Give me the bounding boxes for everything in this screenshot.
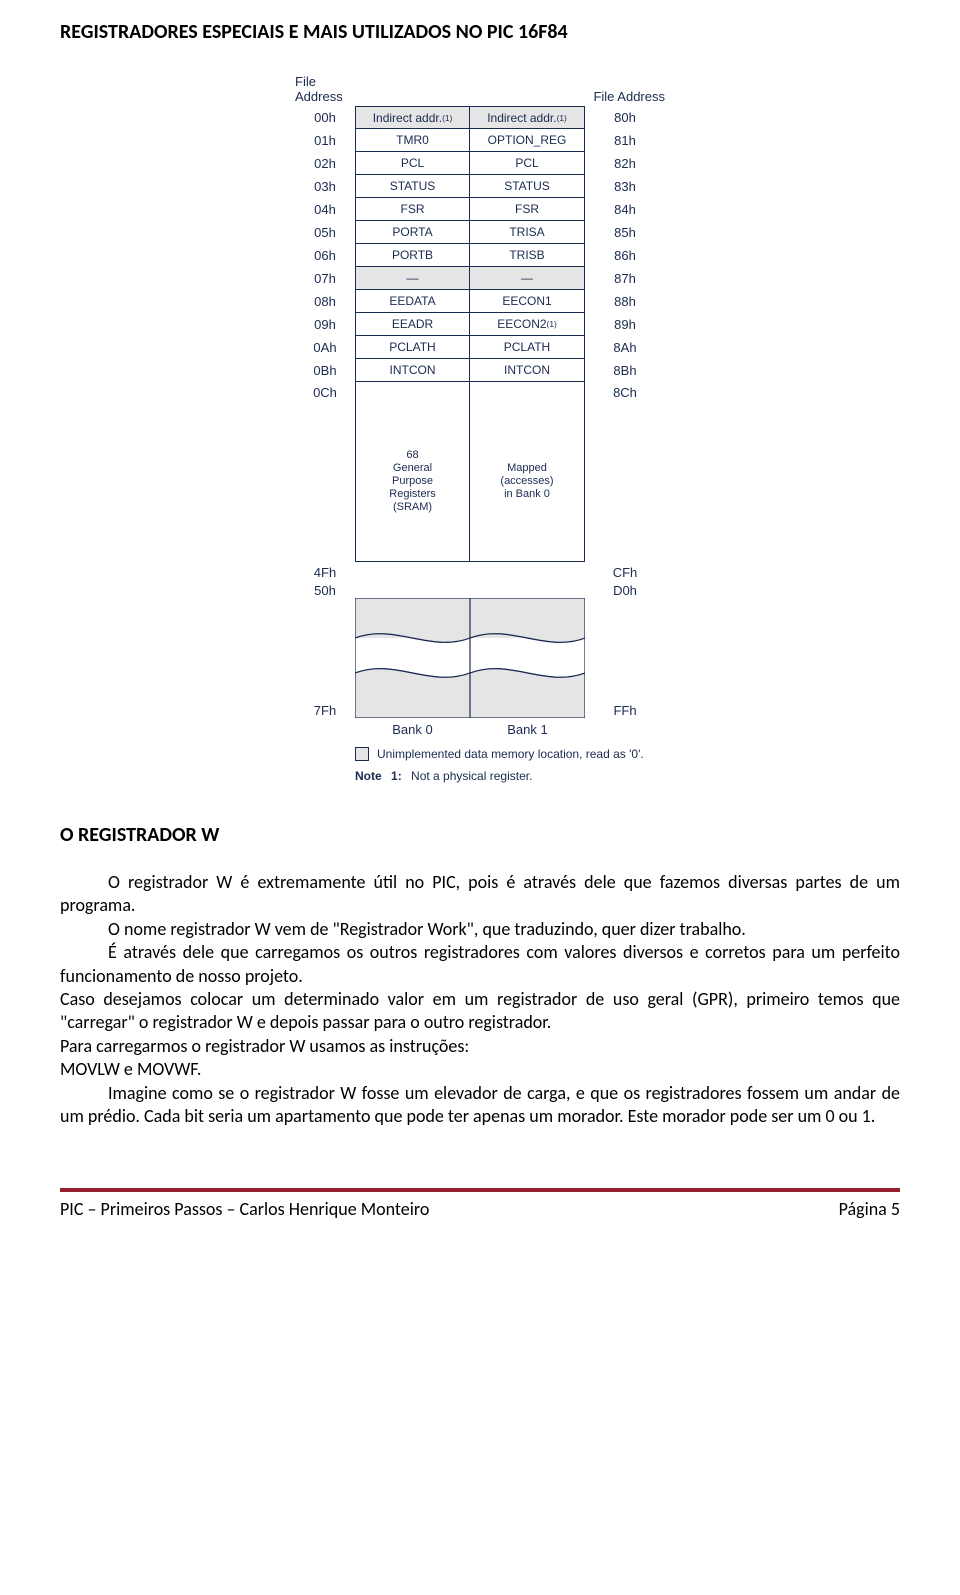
addr-left: 0Ah xyxy=(295,336,355,359)
addr-left: 03h xyxy=(295,175,355,198)
file-address-label-left: File Address xyxy=(295,74,355,104)
addr-right: 81h xyxy=(585,129,665,152)
addr-left-7Fh: 7Fh xyxy=(295,598,355,718)
bank0-cell: PORTA xyxy=(355,221,470,244)
bank1-cell: TRISA xyxy=(470,221,585,244)
bank0-cell: PCLATH xyxy=(355,336,470,359)
bank1-cell: TRISB xyxy=(470,244,585,267)
addr-left: 05h xyxy=(295,221,355,244)
addr-right: 83h xyxy=(585,175,665,198)
addr-right-FFh: FFh xyxy=(585,598,665,718)
bank1-cell: OPTION_REG xyxy=(470,129,585,152)
addr-right: 82h xyxy=(585,152,665,175)
addr-left: 01h xyxy=(295,129,355,152)
page-title: REGISTRADORES ESPECIAIS E MAIS UTILIZADO… xyxy=(60,20,900,44)
addr-right-D0h: D0h xyxy=(585,583,665,598)
paragraph: O nome registrador W vem de "Registrador… xyxy=(60,918,900,941)
paragraph: Para carregarmos o registrador W usamos … xyxy=(60,1035,900,1058)
addr-right: 86h xyxy=(585,244,665,267)
paragraph: Imagine como se o registrador W fosse um… xyxy=(60,1082,900,1129)
legend-text: Unimplemented data memory location, read… xyxy=(377,747,644,761)
paragraph: Caso desejamos colocar um determinado va… xyxy=(60,988,900,1035)
addr-right-8Ch: 8Ch xyxy=(585,382,665,402)
bank1-cell: PCLATH xyxy=(470,336,585,359)
bank0-cell: EEADR xyxy=(355,313,470,336)
addr-left: 02h xyxy=(295,152,355,175)
addr-left: 07h xyxy=(295,267,355,290)
file-address-label-right: File Address xyxy=(585,89,665,104)
addr-left: 09h xyxy=(295,313,355,336)
addr-left: 0Bh xyxy=(295,359,355,382)
addr-left-4Fh: 4Fh xyxy=(295,565,355,580)
addr-right: 80h xyxy=(585,106,665,129)
addr-right: 87h xyxy=(585,267,665,290)
bank1-cell: PCL xyxy=(470,152,585,175)
legend-swatch xyxy=(355,747,369,761)
bank0-cell: PCL xyxy=(355,152,470,175)
addr-left-50h: 50h xyxy=(295,583,355,598)
bank1-cell: EECON1 xyxy=(470,290,585,313)
bank0-cell: EEDATA xyxy=(355,290,470,313)
addr-right: 89h xyxy=(585,313,665,336)
bank1-cell: INTCON xyxy=(470,359,585,382)
bank1-label: Bank 1 xyxy=(470,722,585,737)
bank0-cell: STATUS xyxy=(355,175,470,198)
addr-left-0Ch: 0Ch xyxy=(295,382,355,402)
bank0-cell: INTCON xyxy=(355,359,470,382)
paragraph: MOVLW e MOVWF. xyxy=(60,1058,900,1081)
footer-left: PIC – Primeiros Passos – Carlos Henrique… xyxy=(60,1198,429,1220)
bank1-cell: STATUS xyxy=(470,175,585,198)
addr-right: 8Ah xyxy=(585,336,665,359)
addr-left: 08h xyxy=(295,290,355,313)
bank1-cell: Indirect addr.(1) xyxy=(470,106,585,129)
section-heading-w: O REGISTRADOR W xyxy=(60,823,900,847)
bank0-label: Bank 0 xyxy=(355,722,470,737)
bank1-cell: EECON2(1) xyxy=(470,313,585,336)
addr-right: 84h xyxy=(585,198,665,221)
addr-right-CFh: CFh xyxy=(585,565,665,580)
bank0-cell: PORTB xyxy=(355,244,470,267)
bank1-cell: FSR xyxy=(470,198,585,221)
bank0-cell: FSR xyxy=(355,198,470,221)
paragraph: O registrador W é extremamente útil no P… xyxy=(60,871,900,918)
memory-map-diagram: File Address File Address 00hIndirect ad… xyxy=(60,74,900,783)
footer-right: Página 5 xyxy=(839,1198,900,1220)
gpr-bank1-label: Mapped(accesses)in Bank 0 xyxy=(470,402,585,562)
addr-left: 00h xyxy=(295,106,355,129)
footer-rule xyxy=(60,1188,900,1192)
bank0-cell: TMR0 xyxy=(355,129,470,152)
addr-right: 8Bh xyxy=(585,359,665,382)
addr-left: 04h xyxy=(295,198,355,221)
addr-right: 85h xyxy=(585,221,665,244)
bank0-cell: — xyxy=(355,267,470,290)
body-text: O registrador W é extremamente útil no P… xyxy=(60,871,900,1128)
bank0-cell: Indirect addr.(1) xyxy=(355,106,470,129)
paragraph: É através dele que carregamos os outros … xyxy=(60,941,900,988)
addr-left: 06h xyxy=(295,244,355,267)
bank1-cell: — xyxy=(470,267,585,290)
addr-right: 88h xyxy=(585,290,665,313)
gpr-bank0-label: 68GeneralPurposeRegisters(SRAM) xyxy=(355,402,470,562)
memory-break-wave xyxy=(355,598,585,718)
note-row: Note 1: Not a physical register. xyxy=(355,769,665,783)
